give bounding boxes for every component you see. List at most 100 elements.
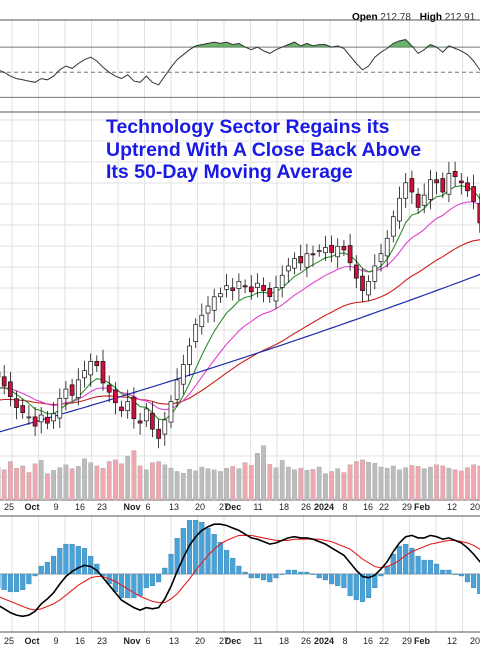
- x-tick-label: 29: [402, 636, 412, 646]
- x-axis-labels: 25 25 Oct Oct 9 9 16 16 23 23 Nov Nov 6 6 13 13 20 20 27 27…: [4, 502, 480, 646]
- candle-body: [143, 408, 149, 422]
- macd-histogram-bar: [69, 543, 75, 575]
- x-tick-label: Nov: [123, 502, 140, 512]
- candle-body: [14, 398, 19, 408]
- volume-bar: [63, 464, 69, 501]
- volume-bar: [150, 462, 155, 501]
- x-tick-label: 29: [402, 502, 412, 512]
- volume-bar: [316, 466, 322, 501]
- volume-bar: [347, 464, 353, 501]
- x-tick-label: 25: [4, 502, 14, 512]
- volume-bar: [174, 471, 180, 501]
- volume-bar: [353, 461, 359, 501]
- macd-histogram-bar: [149, 573, 155, 587]
- macd-histogram-bar: [75, 545, 81, 575]
- volume-bar: [465, 467, 470, 501]
- volume-bar: [137, 465, 143, 501]
- candle-body: [162, 419, 168, 435]
- volume-bar: [224, 467, 229, 501]
- x-tick-label: Oct: [24, 636, 39, 646]
- macd-histogram-bar: [143, 573, 149, 589]
- macd-histogram-bar: [267, 573, 273, 583]
- volume-bar: [403, 467, 409, 501]
- volume-bar: [384, 467, 390, 501]
- macd-histogram-bar: [415, 555, 421, 575]
- volume-bar: [378, 466, 384, 501]
- x-tick-label: Dec: [225, 636, 242, 646]
- candle-body: [465, 182, 470, 192]
- candle-body: [248, 286, 254, 293]
- candle-body: [168, 401, 174, 423]
- volume-bar: [248, 465, 254, 501]
- candle-body: [292, 258, 297, 269]
- candle-body: [199, 314, 205, 327]
- candle-body: [384, 237, 390, 257]
- candle-body: [82, 370, 87, 379]
- x-tick-label: 11: [253, 636, 262, 646]
- volume-bar: [452, 469, 458, 501]
- x-tick-label: 20: [195, 636, 205, 646]
- candle-body: [8, 381, 13, 397]
- x-tick-label: 20: [470, 502, 480, 512]
- macd-histogram-bar: [304, 571, 310, 575]
- x-tick-label: Nov: [123, 636, 140, 646]
- macd-histogram-bar: [51, 555, 57, 575]
- macd-histogram-bar: [44, 561, 50, 575]
- candle-body: [224, 285, 229, 290]
- x-tick-label: 9: [53, 636, 58, 646]
- macd-histogram-bar: [81, 547, 88, 575]
- gridlines: [0, 19, 480, 633]
- volume-bar: [187, 469, 192, 501]
- volume-bar: [434, 464, 439, 501]
- macd-histogram-bar: [366, 573, 372, 599]
- volume-bar: [267, 464, 273, 501]
- x-tick-label: 16: [75, 636, 85, 646]
- ohlc-readout: Open 212.78 High 212.91: [352, 12, 480, 23]
- candle-body: [20, 405, 26, 413]
- macd-histogram-bar: [57, 547, 63, 575]
- x-tick-label: 22: [379, 502, 389, 512]
- candle-body: [323, 247, 328, 254]
- volume-bar: [230, 466, 236, 501]
- candle-body: [125, 401, 131, 412]
- candle-body: [347, 245, 353, 264]
- volume-bar-spike: [261, 445, 266, 501]
- candle-body: [137, 420, 143, 424]
- candle-body: [94, 361, 100, 367]
- x-tick-label: 23: [97, 502, 107, 512]
- candle-body: [310, 253, 316, 256]
- volume-bar: [82, 458, 87, 501]
- candle-body: [452, 171, 458, 177]
- candle-body: [45, 416, 50, 424]
- volume-bar: [458, 470, 464, 501]
- x-tick-label: 26: [301, 502, 311, 512]
- x-tick-label: 8: [342, 636, 347, 646]
- candle-body: [434, 179, 439, 184]
- x-tick-label: 27: [219, 636, 229, 646]
- candle-body: [335, 245, 341, 258]
- chart-annotation: Technology Sector Regains its Uptrend Wi…: [106, 116, 466, 184]
- x-tick-label: 20: [195, 502, 205, 512]
- rsi-line: [0, 39, 480, 86]
- ma-mid-line: [0, 201, 480, 411]
- volume-bar: [310, 469, 316, 501]
- macd-histogram-bar: [329, 573, 335, 585]
- x-tick-label: 25: [4, 636, 14, 646]
- candle-body: [242, 285, 248, 288]
- candle-body: [187, 345, 192, 365]
- candle-body: [415, 193, 421, 208]
- macd-histogram-bar: [88, 555, 94, 575]
- volume-bar: [390, 465, 396, 501]
- x-tick-label: 6: [145, 636, 150, 646]
- x-tick-label: 26: [301, 636, 311, 646]
- macd-histogram-bar: [341, 573, 347, 589]
- high-label: High: [419, 12, 442, 23]
- macd-histogram-bar: [471, 573, 477, 589]
- x-tick-label: 9: [53, 502, 58, 512]
- volume-bar: [372, 462, 378, 501]
- candle-body: [366, 281, 371, 296]
- macd-line: [0, 523, 480, 618]
- macd-histogram-bar: [279, 573, 285, 575]
- candle-body: [298, 256, 304, 264]
- volume-bar: [335, 468, 341, 501]
